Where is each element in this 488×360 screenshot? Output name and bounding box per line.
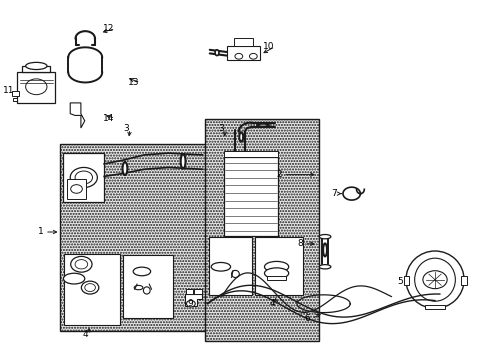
Bar: [403, 276, 408, 285]
Text: 4: 4: [269, 299, 275, 308]
Text: 2: 2: [276, 170, 282, 179]
Ellipse shape: [186, 301, 195, 307]
Ellipse shape: [264, 261, 288, 272]
Bar: [208, 237, 252, 295]
Ellipse shape: [231, 270, 239, 278]
Text: 5: 5: [397, 276, 403, 285]
Ellipse shape: [75, 260, 87, 269]
Bar: [266, 276, 285, 280]
Ellipse shape: [422, 271, 446, 289]
Bar: [18, 72, 55, 103]
Bar: [233, 38, 253, 45]
Text: 1: 1: [38, 228, 44, 237]
Text: 10: 10: [262, 42, 274, 51]
Ellipse shape: [405, 251, 463, 309]
Ellipse shape: [75, 171, 92, 184]
Ellipse shape: [122, 162, 127, 175]
Bar: [64, 253, 120, 325]
Ellipse shape: [257, 124, 268, 127]
Text: 8: 8: [297, 239, 303, 248]
Text: 14: 14: [103, 114, 114, 123]
Bar: [460, 276, 466, 285]
Ellipse shape: [133, 267, 150, 276]
Text: 13: 13: [128, 78, 139, 87]
Ellipse shape: [249, 53, 257, 59]
Ellipse shape: [63, 273, 84, 284]
Text: 6: 6: [304, 314, 310, 323]
Ellipse shape: [319, 234, 330, 239]
Text: 7: 7: [331, 189, 336, 198]
Ellipse shape: [25, 62, 47, 69]
Ellipse shape: [70, 167, 97, 188]
Ellipse shape: [143, 287, 150, 294]
Bar: [224, 157, 277, 235]
Bar: [22, 66, 50, 72]
Text: 3: 3: [123, 124, 128, 133]
Text: 9: 9: [186, 299, 192, 308]
Ellipse shape: [180, 154, 185, 168]
Bar: [194, 289, 201, 294]
Ellipse shape: [25, 79, 47, 95]
Ellipse shape: [264, 268, 288, 279]
Ellipse shape: [211, 262, 230, 271]
Ellipse shape: [323, 243, 326, 256]
Text: 11: 11: [3, 86, 15, 95]
Bar: [185, 289, 193, 294]
Ellipse shape: [71, 256, 92, 272]
Bar: [60, 144, 231, 330]
Bar: [67, 179, 86, 199]
Bar: [63, 153, 104, 202]
Ellipse shape: [134, 285, 142, 290]
Bar: [254, 237, 303, 295]
Bar: [12, 91, 19, 96]
Ellipse shape: [414, 258, 454, 301]
Bar: [204, 119, 318, 341]
Ellipse shape: [215, 50, 219, 55]
Ellipse shape: [319, 265, 330, 269]
Text: 12: 12: [103, 24, 114, 33]
Text: 4: 4: [83, 330, 88, 339]
Bar: [226, 45, 259, 60]
Text: 3: 3: [218, 124, 224, 133]
Ellipse shape: [71, 185, 82, 193]
Bar: [224, 151, 277, 157]
Ellipse shape: [81, 281, 99, 294]
Bar: [13, 98, 18, 101]
Bar: [425, 305, 444, 309]
Polygon shape: [184, 294, 201, 306]
Ellipse shape: [234, 53, 242, 59]
Ellipse shape: [84, 284, 95, 292]
Bar: [122, 255, 173, 318]
Polygon shape: [70, 103, 84, 128]
Ellipse shape: [239, 132, 243, 141]
